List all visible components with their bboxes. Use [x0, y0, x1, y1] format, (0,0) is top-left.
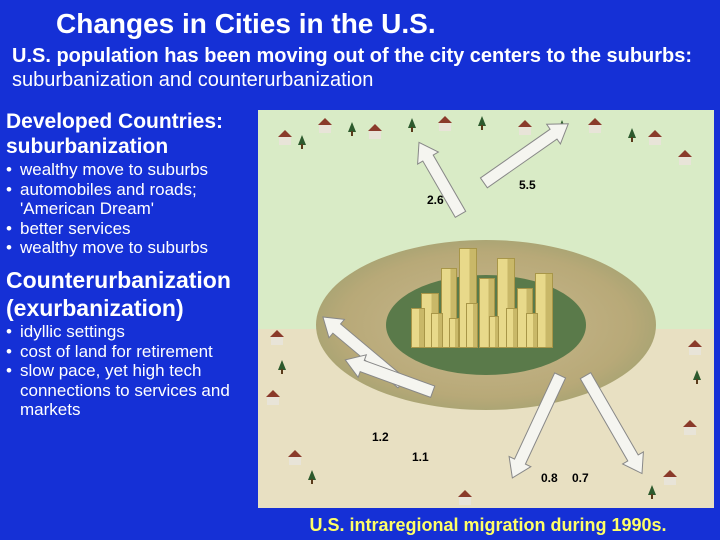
migration-value: 1.2: [372, 430, 389, 444]
house-icon: [270, 330, 284, 345]
tree-icon: [478, 116, 486, 130]
subtitle: U.S. population has been moving out of t…: [0, 44, 720, 94]
page-title: Changes in Cities in the U.S.: [0, 0, 720, 44]
building: [466, 303, 478, 348]
house-icon: [368, 124, 382, 139]
house-icon: [266, 390, 280, 405]
building: [506, 308, 518, 348]
house-icon: [288, 450, 302, 465]
tree-icon: [648, 485, 656, 499]
bullet-item: •idyllic settings: [6, 322, 256, 342]
section2-head1: Counterurbanization: [6, 268, 256, 292]
migration-arrow: [418, 370, 518, 410]
section1-head2: suburbanization: [6, 135, 256, 158]
tree-icon: [628, 128, 636, 142]
building: [526, 313, 538, 348]
migration-value: 0.7: [572, 471, 589, 485]
bullet-item: •wealthy move to suburbs: [6, 238, 256, 258]
migration-arrow: [578, 360, 698, 400]
house-icon: [318, 118, 332, 133]
bullet-item: •better services: [6, 219, 256, 239]
house-icon: [458, 490, 472, 505]
tree-icon: [348, 122, 356, 136]
bullet-item: •slow pace, yet high tech connections to…: [6, 361, 256, 420]
building: [489, 316, 499, 348]
tree-icon: [308, 470, 316, 484]
migration-value: 2.6: [427, 193, 444, 207]
building: [411, 308, 425, 348]
bullet-item: •automobiles and roads; 'American Dream': [6, 180, 256, 219]
city-core: [411, 238, 561, 348]
section2-head2: (exurbanization): [6, 296, 256, 320]
building: [449, 318, 459, 348]
section2-bullets: •idyllic settings•cost of land for retir…: [6, 322, 256, 420]
subtitle-terms: suburbanization and counterurbanization: [12, 69, 373, 91]
diagram-caption: U.S. intraregional migration during 1990…: [260, 515, 716, 536]
migration-value: 0.8: [541, 471, 558, 485]
house-icon: [648, 130, 662, 145]
building: [431, 313, 443, 348]
migration-value: 1.1: [412, 450, 429, 464]
house-icon: [663, 470, 677, 485]
house-icon: [278, 130, 292, 145]
bullet-item: •wealthy move to suburbs: [6, 160, 256, 180]
migration-diagram: 5.5 2.6 1.2 1.1 0.8 0.7: [258, 110, 714, 508]
house-icon: [588, 118, 602, 133]
tree-icon: [298, 135, 306, 149]
tree-icon: [278, 360, 286, 374]
house-icon: [438, 116, 452, 131]
migration-arrow: [448, 190, 538, 230]
house-icon: [683, 420, 697, 435]
section1-head1: Developed Countries:: [6, 110, 256, 133]
house-icon: [678, 150, 692, 165]
tree-icon: [408, 118, 416, 132]
subtitle-bold: U.S. population has been moving out of t…: [12, 45, 692, 67]
section1-bullets: •wealthy move to suburbs•automobiles and…: [6, 160, 256, 258]
migration-value: 5.5: [519, 178, 536, 192]
bullet-item: •cost of land for retirement: [6, 342, 256, 362]
house-icon: [688, 340, 702, 355]
left-column: Developed Countries: suburbanization •we…: [6, 110, 256, 430]
